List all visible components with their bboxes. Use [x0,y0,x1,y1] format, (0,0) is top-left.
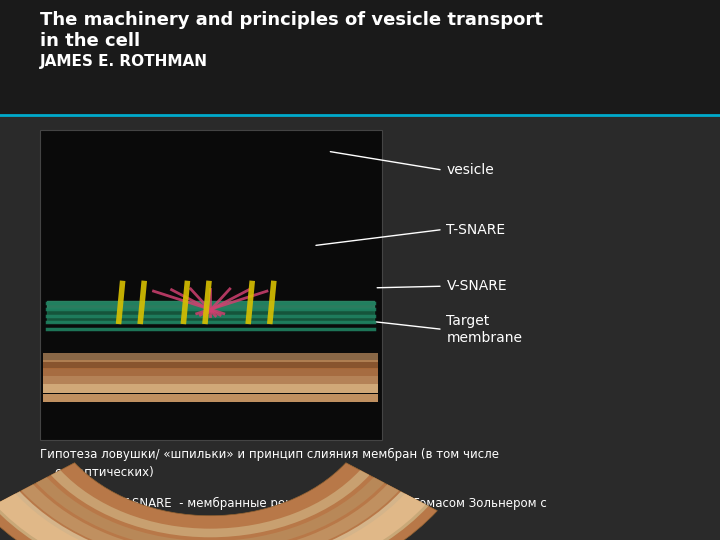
Wedge shape [8,494,413,540]
Wedge shape [66,463,355,524]
Wedge shape [0,501,427,540]
Wedge shape [36,477,384,540]
Wedge shape [51,470,369,537]
FancyBboxPatch shape [43,394,378,402]
Wedge shape [15,490,405,540]
Text: JAMES E. ROTHMAN: JAMES E. ROTHMAN [40,54,207,69]
Wedge shape [51,471,369,537]
FancyBboxPatch shape [43,384,378,393]
Text: V-SNARE и T-SNARE  - мембранные рецепторы, открытые Томасом Зольнером с
    помо: V-SNARE и T-SNARE - мембранные рецепторы… [40,497,546,528]
FancyBboxPatch shape [40,130,382,440]
Wedge shape [44,475,377,540]
Wedge shape [6,491,414,540]
Wedge shape [22,484,399,540]
FancyBboxPatch shape [43,360,378,369]
FancyBboxPatch shape [43,353,378,362]
Wedge shape [0,505,434,540]
Wedge shape [58,467,362,530]
Wedge shape [0,498,428,540]
FancyBboxPatch shape [0,0,720,115]
Wedge shape [37,478,384,540]
Text: T-SNARE: T-SNARE [446,222,505,237]
Wedge shape [30,482,391,540]
Text: Target
membrane: Target membrane [446,314,523,345]
Wedge shape [1,497,420,540]
Wedge shape [22,486,398,540]
FancyBboxPatch shape [43,376,378,384]
Text: The machinery and principles of vesicle transport: The machinery and principles of vesicle … [40,11,542,29]
Text: V-SNARE: V-SNARE [446,279,507,293]
Text: vesicle: vesicle [446,163,494,177]
Wedge shape [0,494,426,540]
Wedge shape [0,463,437,540]
Text: in the cell: in the cell [40,32,140,50]
FancyBboxPatch shape [43,368,378,376]
Text: Гипотеза ловушки/ «шпильки» и принцип слияния мембран (в том числе
    синаптиче: Гипотеза ловушки/ «шпильки» и принцип сл… [40,448,498,480]
